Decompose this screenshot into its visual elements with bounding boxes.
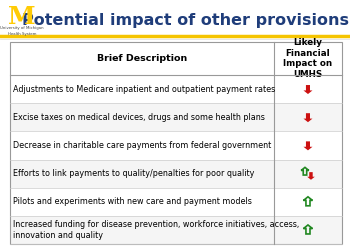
Polygon shape bbox=[307, 172, 315, 180]
Bar bbox=[10, 103, 342, 131]
Bar bbox=[10, 188, 342, 216]
Text: Adjustments to Medicare inpatient and outpatient payment rates: Adjustments to Medicare inpatient and ou… bbox=[13, 85, 275, 93]
Bar bbox=[10, 42, 342, 75]
Text: Pilots and experiments with new care and payment models: Pilots and experiments with new care and… bbox=[13, 197, 252, 206]
Bar bbox=[10, 216, 342, 244]
Bar bbox=[10, 42, 342, 244]
Bar bbox=[10, 159, 342, 188]
Text: Increased funding for disease prevention, workforce initiatives, access,
innovat: Increased funding for disease prevention… bbox=[13, 220, 299, 240]
Text: Excise taxes on medical devices, drugs and some health plans: Excise taxes on medical devices, drugs a… bbox=[13, 113, 265, 122]
Polygon shape bbox=[303, 113, 313, 122]
Text: University of Michigan
Health System: University of Michigan Health System bbox=[0, 26, 44, 36]
Text: Decrease in charitable care payments from federal government: Decrease in charitable care payments fro… bbox=[13, 141, 271, 150]
Text: Likely
Financial
Impact on
UMHS: Likely Financial Impact on UMHS bbox=[284, 38, 332, 79]
Polygon shape bbox=[303, 85, 313, 94]
Text: M: M bbox=[8, 5, 36, 29]
Text: Potential impact of other provisions: Potential impact of other provisions bbox=[21, 12, 349, 28]
Bar bbox=[10, 131, 342, 159]
Text: Efforts to link payments to quality/penalties for poor quality: Efforts to link payments to quality/pena… bbox=[13, 169, 254, 178]
Bar bbox=[10, 75, 342, 103]
Text: Brief Description: Brief Description bbox=[97, 54, 187, 63]
Polygon shape bbox=[303, 141, 313, 150]
